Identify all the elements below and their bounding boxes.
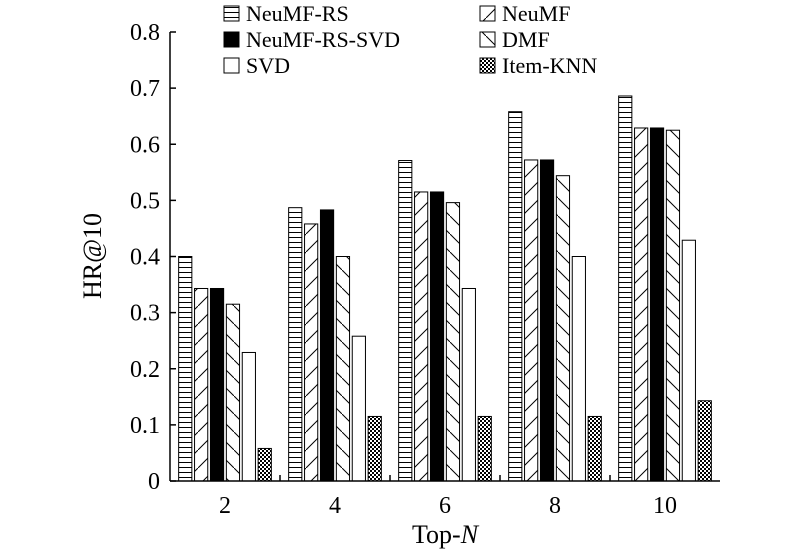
- bar-item-knn-8: [587, 415, 602, 482]
- bar-item-knn-2: [257, 447, 272, 482]
- bar-neumf-rs-svd-10: [649, 127, 665, 482]
- bar-dmf-2: [225, 303, 241, 482]
- bar-neumf-rs-10: [618, 95, 633, 482]
- bar-neumf-rs-svd-6: [429, 191, 445, 482]
- x-axis-title: Top-N: [412, 520, 480, 549]
- y-tick-label: 0: [148, 469, 160, 495]
- x-tick-label: 10: [653, 493, 677, 519]
- bar-neumf-rs-2: [178, 256, 193, 482]
- y-tick-label: 0.7: [130, 76, 160, 102]
- legend-label: DMF: [502, 27, 550, 52]
- x-tick-label: 4: [329, 493, 341, 519]
- bar-svd-4: [351, 335, 366, 482]
- y-tick-label: 0.1: [130, 413, 160, 439]
- legend-item-item-knn: Item-KNN: [479, 53, 597, 78]
- bar-neumf-rs-svd-8: [539, 159, 555, 482]
- y-tick-label: 0.4: [130, 245, 160, 271]
- bar-neumf-rs-svd-4: [319, 209, 335, 482]
- legend-swatch: [479, 57, 496, 74]
- legend-item-neumf-rs-svd: NeuMF-RS-SVD: [223, 27, 400, 52]
- legend-label: SVD: [246, 53, 290, 78]
- legend-swatch: [479, 31, 496, 48]
- bar-svd-6: [461, 287, 476, 482]
- legend-item-svd: SVD: [223, 53, 290, 78]
- y-tick-label: 0.2: [130, 357, 160, 383]
- legend-swatch: [223, 31, 240, 48]
- legend-label: Item-KNN: [502, 53, 597, 78]
- legend-item-dmf: DMF: [479, 27, 550, 52]
- bar-neumf-rs-4: [288, 207, 303, 482]
- bar-dmf-8: [555, 175, 571, 482]
- y-tick-label: 0.8: [130, 20, 160, 46]
- x-tick-label: 6: [439, 493, 451, 519]
- legend-item-neumf-rs: NeuMF-RS: [223, 1, 349, 26]
- legend-label: NeuMF-RS-SVD: [246, 27, 400, 52]
- bar-neumf-rs-svd-2: [209, 287, 225, 482]
- bar-svd-10: [681, 239, 696, 482]
- bar-dmf-4: [335, 256, 351, 482]
- bar-neumf-10: [634, 127, 649, 482]
- bar-neumf-4: [304, 223, 319, 482]
- x-tick-label: 2: [219, 493, 231, 519]
- x-axis-title-prefix: Top-: [412, 520, 461, 549]
- bar-neumf-8: [524, 159, 539, 482]
- bar-neumf-rs-6: [398, 160, 413, 482]
- bar-item-knn-4: [367, 415, 382, 482]
- legend-item-neumf: NeuMF: [479, 1, 570, 26]
- x-tick-label: 8: [549, 493, 561, 519]
- legend-label: NeuMF: [502, 1, 570, 26]
- bar-dmf-6: [445, 202, 461, 482]
- y-axis-title: HR@10: [78, 213, 107, 299]
- bar-svd-8: [571, 256, 586, 482]
- legend-swatch: [223, 57, 240, 74]
- y-tick-label: 0.5: [130, 188, 160, 214]
- y-ticks: 0 0.1 0.2 0.3 0.4 0.5 0.6 0.7 0.8: [130, 20, 176, 495]
- x-axis-title-variable: N: [460, 520, 480, 549]
- legend-swatch: [223, 5, 240, 22]
- bar-svd-2: [241, 351, 256, 482]
- y-tick-label: 0.6: [130, 132, 160, 158]
- bar-item-knn-10: [697, 400, 712, 482]
- bar-item-knn-6: [477, 415, 492, 482]
- bar-neumf-rs-8: [508, 111, 523, 482]
- bar-dmf-10: [665, 129, 681, 482]
- legend: NeuMF-RS NeuMF NeuMF-RS-SVD DMF SVD Item-KNN: [223, 1, 597, 78]
- x-ticks: 2 4 6 8 10: [219, 475, 677, 519]
- y-tick-label: 0.3: [130, 301, 160, 327]
- bar-neumf-6: [414, 191, 429, 482]
- bars-layer: [178, 95, 712, 482]
- bar-neumf-2: [194, 287, 209, 482]
- legend-swatch: [479, 5, 496, 22]
- legend-label: NeuMF-RS: [246, 1, 349, 26]
